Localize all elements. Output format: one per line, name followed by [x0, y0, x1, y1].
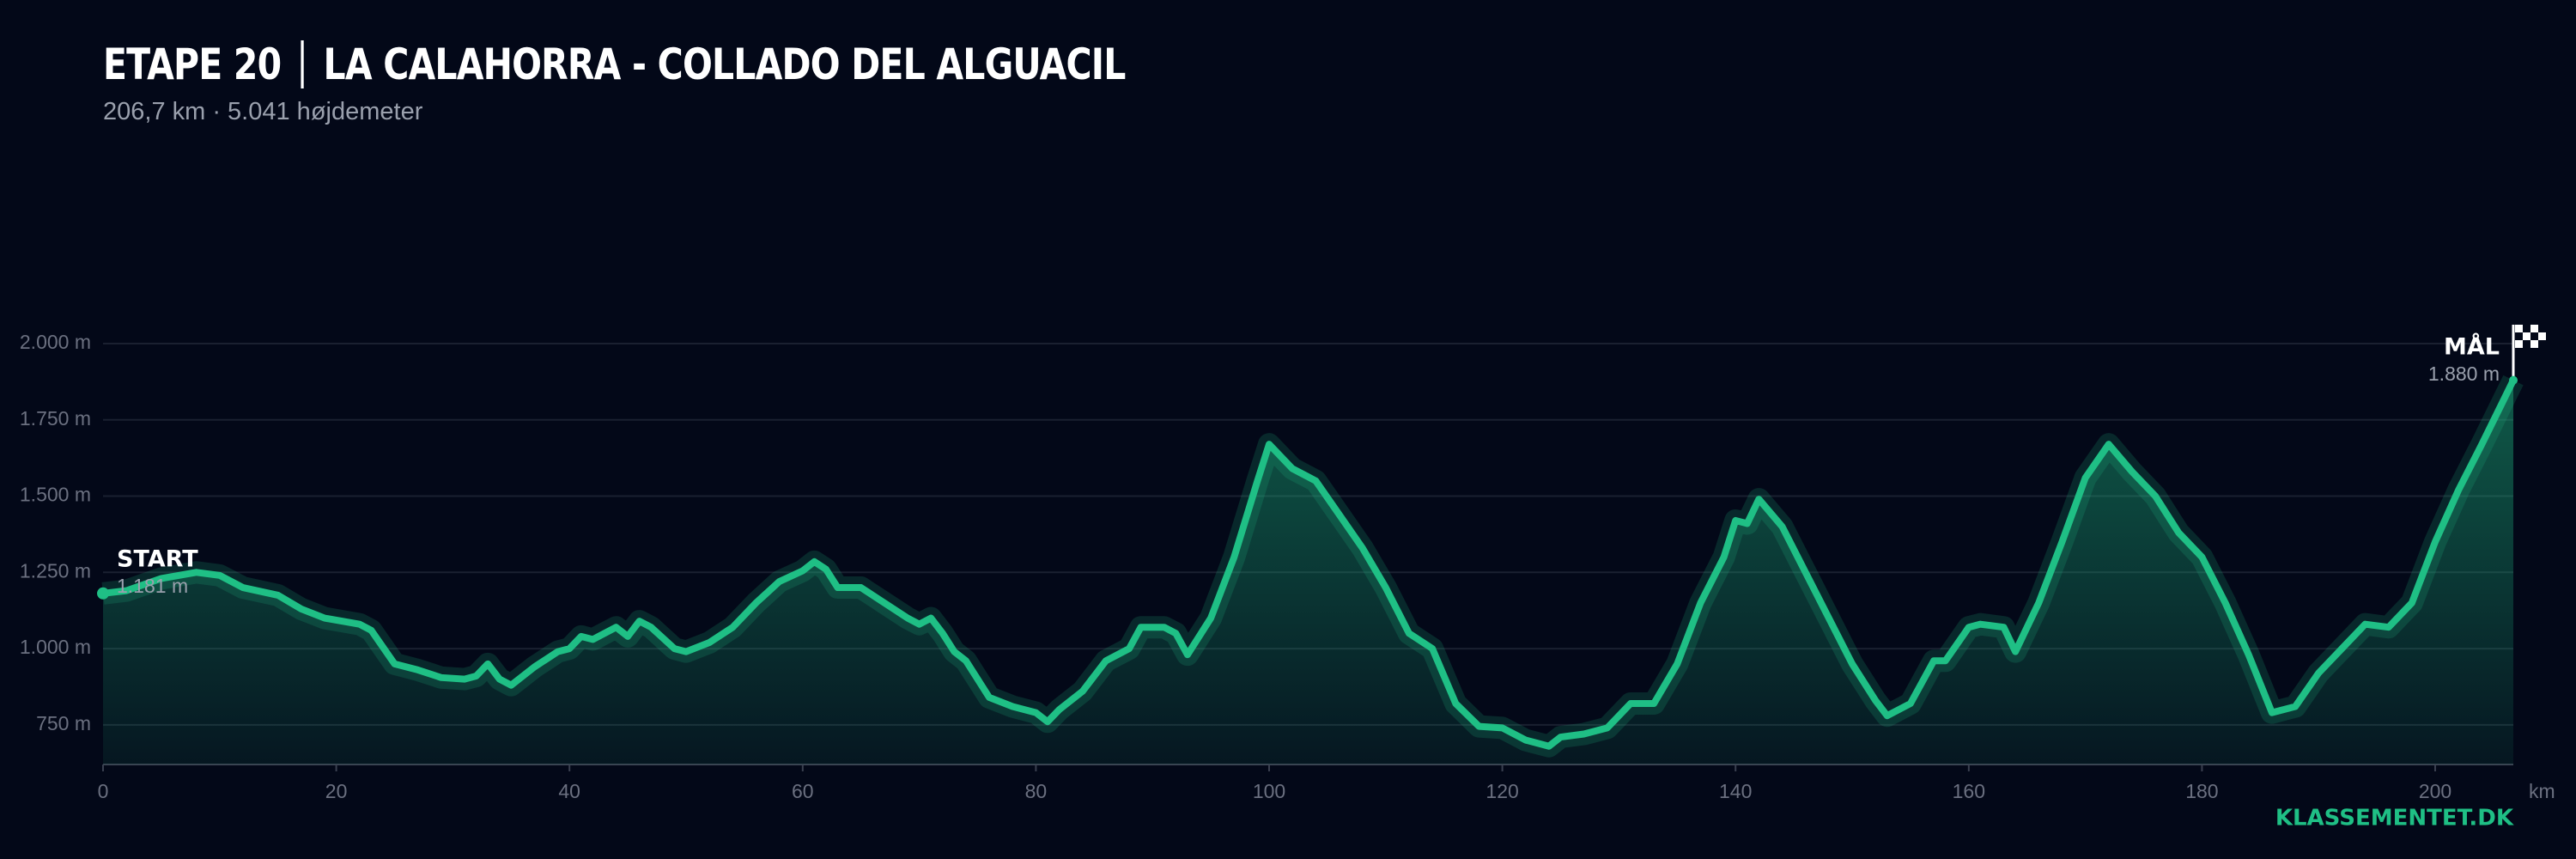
start-label: START — [117, 546, 198, 573]
flag-square — [2515, 325, 2523, 332]
x-tick-label: 60 — [792, 780, 814, 802]
chart-title: LA CALAHORRA - COLLADO DEL ALGUACIL — [323, 40, 1127, 89]
stage: ETAPE 20 — [103, 40, 282, 89]
area — [103, 380, 2513, 765]
title-row: ETAPE 20 LA CALAHORRA - COLLADO DEL ALGU… — [103, 40, 1126, 89]
y-tick-label: 1.500 m — [20, 484, 91, 506]
finish-value: 1.880 m — [2428, 362, 2500, 385]
header: ETAPE 20 LA CALAHORRA - COLLADO DEL ALGU… — [103, 40, 1350, 126]
y-tick-label: 1.750 m — [20, 407, 91, 430]
x-axis-label: km — [2529, 780, 2555, 802]
brand: KLASSEMENTET.DK — [2275, 806, 2514, 832]
separator — [301, 40, 304, 88]
x-tick-label: 20 — [325, 780, 348, 802]
y-tick-label: 1.250 m — [20, 559, 91, 582]
start-value: 1.181 m — [117, 575, 188, 597]
subtitle: 206,7 km · 5.041 højdemeter — [103, 98, 423, 125]
flag-square — [2530, 340, 2538, 348]
x-tick-label: 40 — [558, 780, 580, 802]
x-tick-label: 200 — [2419, 780, 2451, 802]
x-tick-label: 80 — [1025, 780, 1048, 802]
x-tick-label: 160 — [1953, 780, 1985, 802]
line — [100, 376, 2517, 750]
x-tick-label: 140 — [1719, 780, 1752, 802]
flag-square — [2538, 332, 2546, 340]
y-tick-label: 2.000 m — [20, 331, 91, 353]
flag-square — [2515, 340, 2523, 348]
flag-square — [2530, 325, 2538, 332]
x-tick-label: 180 — [2185, 780, 2218, 802]
finish-label: MÅL — [2444, 333, 2500, 361]
start-marker — [97, 587, 109, 600]
y-tick-label: 750 m — [36, 712, 91, 734]
x-tick-label: 120 — [1485, 780, 1518, 802]
x-tick-label: 0 — [98, 780, 109, 802]
finish-marker — [2509, 375, 2518, 385]
y-tick-label: 1.000 m — [20, 636, 91, 658]
x-tick-label: 100 — [1253, 780, 1285, 802]
flag-square — [2523, 332, 2530, 340]
